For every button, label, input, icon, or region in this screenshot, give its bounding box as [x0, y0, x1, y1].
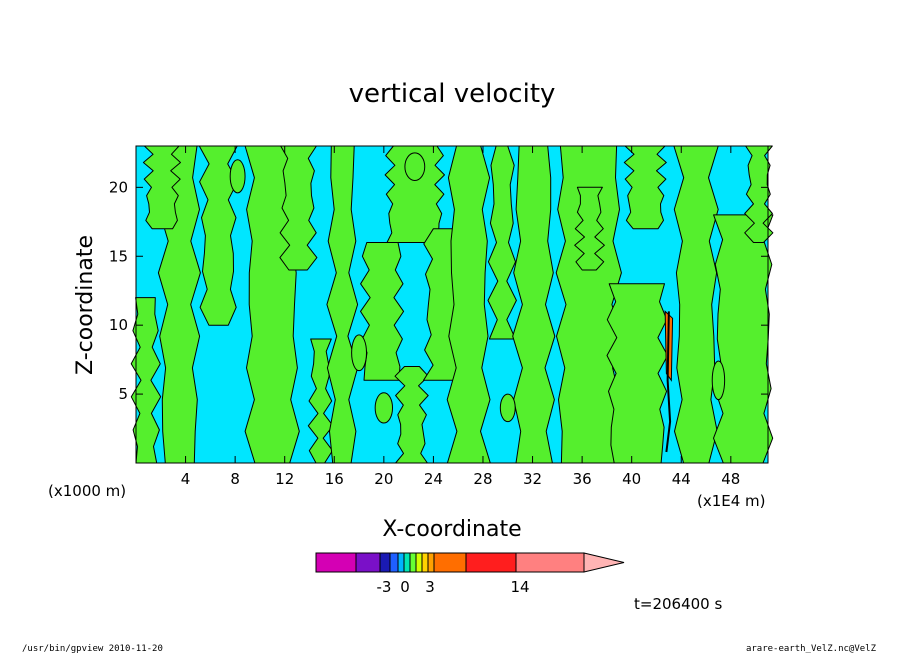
- contour-blob: [711, 360, 726, 401]
- contour-blob: [404, 152, 426, 181]
- x-axis-label: X-coordinate: [382, 517, 521, 542]
- x-tick-label: 40: [622, 470, 641, 488]
- x-unit-right: (x1E4 m): [697, 492, 766, 510]
- x-tick-label: 24: [424, 470, 443, 488]
- chart-title: vertical velocity: [349, 79, 556, 109]
- x-tick-label: 44: [672, 470, 691, 488]
- contour-region: [574, 186, 605, 271]
- colorbar-segment: [397, 552, 405, 573]
- y-tick-label: 20: [109, 178, 128, 196]
- colorbar-tick-label: 14: [510, 578, 529, 596]
- colorbar-tick-label: -3: [377, 578, 392, 596]
- x-tick-label: 28: [473, 470, 492, 488]
- updraft-contours: [665, 311, 672, 453]
- x-tick-label: 20: [374, 470, 393, 488]
- contour-region: [673, 145, 719, 464]
- footer-left: /usr/bin/gpview 2010-11-20: [22, 644, 163, 654]
- y-axis-label: Z-coordinate: [73, 235, 98, 375]
- colorbar-segment: [433, 552, 467, 573]
- y-tick-label: 5: [118, 385, 128, 403]
- contour-regions: [130, 145, 774, 464]
- x-axis-ticks: 4 8 12 16 20 24 28 32 36 40 44 48: [181, 146, 740, 488]
- colorbar: [315, 552, 625, 573]
- colorbar-segment: [515, 552, 585, 573]
- y-tick-label: 10: [109, 316, 128, 334]
- contour-region: [360, 242, 405, 381]
- x-tick-label: 8: [230, 470, 240, 488]
- colorbar-segment: [315, 552, 357, 573]
- plot-frame: [135, 145, 769, 464]
- colorbar-tick-label: 0: [400, 578, 410, 596]
- x-tick-label: 36: [573, 470, 592, 488]
- contour-region: [130, 297, 162, 464]
- x-tick-label: 4: [181, 470, 191, 488]
- colorbar-tick-labels: -3 0 3 14: [377, 578, 530, 596]
- x-tick-label: 32: [523, 470, 542, 488]
- colorbar-segment: [379, 552, 391, 573]
- colorbar-segment: [427, 552, 435, 573]
- contour-region: [744, 145, 774, 243]
- colorbar-segment: [403, 552, 411, 573]
- x-tick-label: 12: [275, 470, 294, 488]
- colorbar-segment: [421, 552, 429, 573]
- colorbar-segment: [415, 552, 423, 573]
- colorbar-segment: [409, 552, 417, 573]
- colorbar-segment: [465, 552, 517, 573]
- contour-region: [713, 214, 774, 464]
- y-axis-ticks: 5 10 15 20: [109, 178, 768, 403]
- x-tick-label: 16: [325, 470, 344, 488]
- contour-blob: [374, 392, 394, 424]
- contour-region: [279, 145, 318, 271]
- plot-area: [130, 145, 774, 464]
- contour-region: [606, 283, 669, 464]
- contour-region: [446, 145, 491, 464]
- colorbar-extend-arrow: [583, 552, 625, 573]
- time-label: t=206400 s: [634, 595, 722, 613]
- contour-blob: [351, 334, 367, 372]
- x-unit-left: (x1000 m): [48, 482, 126, 500]
- contour-region: [394, 366, 429, 464]
- colorbar-segment: [389, 552, 399, 573]
- colorbar-segment: [355, 552, 381, 573]
- y-tick-label: 15: [109, 247, 128, 265]
- x-tick-label: 48: [721, 470, 740, 488]
- colorbar-tick-label: 3: [425, 578, 435, 596]
- contour-blob: [229, 159, 246, 194]
- footer-right: arare-earth_VelZ.nc@VelZ: [746, 644, 877, 654]
- contour-blob: [499, 393, 516, 423]
